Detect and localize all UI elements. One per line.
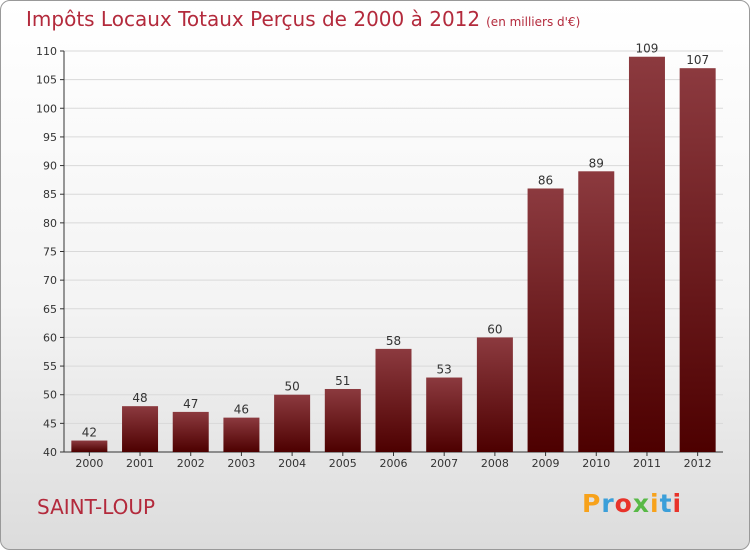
logo-letter: P xyxy=(582,489,602,518)
bar-value-label: 107 xyxy=(686,53,709,67)
bar-value-label: 109 xyxy=(636,42,659,56)
bar xyxy=(426,377,463,452)
x-tick-label: 2002 xyxy=(177,457,205,470)
bar-value-label: 60 xyxy=(487,322,502,336)
bar xyxy=(223,417,260,452)
y-tick-label: 70 xyxy=(43,274,57,287)
bar-value-label: 48 xyxy=(132,391,147,405)
bar xyxy=(679,68,716,452)
x-tick-label: 2011 xyxy=(633,457,661,470)
bar-value-label: 50 xyxy=(284,380,299,394)
bar xyxy=(527,188,564,452)
x-tick-label: 2007 xyxy=(430,457,458,470)
bar xyxy=(476,337,513,452)
location-label: SAINT-LOUP xyxy=(37,495,156,519)
bar xyxy=(71,440,108,452)
y-tick-label: 55 xyxy=(43,360,57,373)
bar xyxy=(375,348,412,452)
y-tick-label: 65 xyxy=(43,303,57,316)
logo-letter: r xyxy=(601,489,615,518)
y-tick-label: 85 xyxy=(43,188,57,201)
bar xyxy=(324,388,361,452)
chart-title: Impôts Locaux Totaux Perçus de 2000 à 20… xyxy=(26,7,580,31)
bar xyxy=(122,406,159,452)
y-tick-label: 45 xyxy=(43,417,57,430)
bar xyxy=(274,394,311,452)
bar xyxy=(172,411,209,452)
proxiti-logo: Proxiti xyxy=(582,489,682,518)
x-tick-label: 2009 xyxy=(532,457,560,470)
y-tick-label: 75 xyxy=(43,246,57,259)
bar-value-label: 53 xyxy=(437,363,452,377)
x-tick-label: 2008 xyxy=(481,457,509,470)
bar-value-label: 89 xyxy=(589,156,604,170)
bar-value-label: 86 xyxy=(538,173,553,187)
x-tick-label: 2001 xyxy=(126,457,154,470)
bar-value-label: 51 xyxy=(335,374,350,388)
x-tick-label: 2012 xyxy=(684,457,712,470)
y-tick-label: 110 xyxy=(36,45,57,58)
logo-letter: i xyxy=(672,489,683,518)
x-tick-label: 2003 xyxy=(227,457,255,470)
y-tick-label: 105 xyxy=(36,74,57,87)
x-tick-label: 2006 xyxy=(380,457,408,470)
y-tick-label: 60 xyxy=(43,331,57,344)
x-tick-label: 2010 xyxy=(582,457,610,470)
bar xyxy=(578,171,615,453)
y-tick-label: 40 xyxy=(43,446,57,459)
logo-letter: i xyxy=(650,489,660,518)
y-tick-label: 90 xyxy=(43,160,57,173)
x-tick-label: 2000 xyxy=(75,457,103,470)
unit-label: (en milliers d'€) xyxy=(486,15,581,29)
bar-value-label: 42 xyxy=(82,426,97,440)
logo-letter: o xyxy=(614,489,633,518)
bar-value-label: 58 xyxy=(386,334,401,348)
y-tick-label: 50 xyxy=(43,389,57,402)
logo-letter: x xyxy=(632,489,650,518)
bar-value-label: 47 xyxy=(183,397,198,411)
chart-title-text: Impôts Locaux Totaux Perçus de 2000 à 20… xyxy=(26,7,481,31)
x-tick-label: 2004 xyxy=(278,457,306,470)
bar xyxy=(628,56,665,452)
y-tick-label: 80 xyxy=(43,217,57,230)
logo-letter: t xyxy=(659,489,673,518)
y-tick-label: 95 xyxy=(43,131,57,144)
x-tick-label: 2005 xyxy=(329,457,357,470)
y-tick-label: 100 xyxy=(36,102,57,115)
bar-value-label: 46 xyxy=(234,403,249,417)
